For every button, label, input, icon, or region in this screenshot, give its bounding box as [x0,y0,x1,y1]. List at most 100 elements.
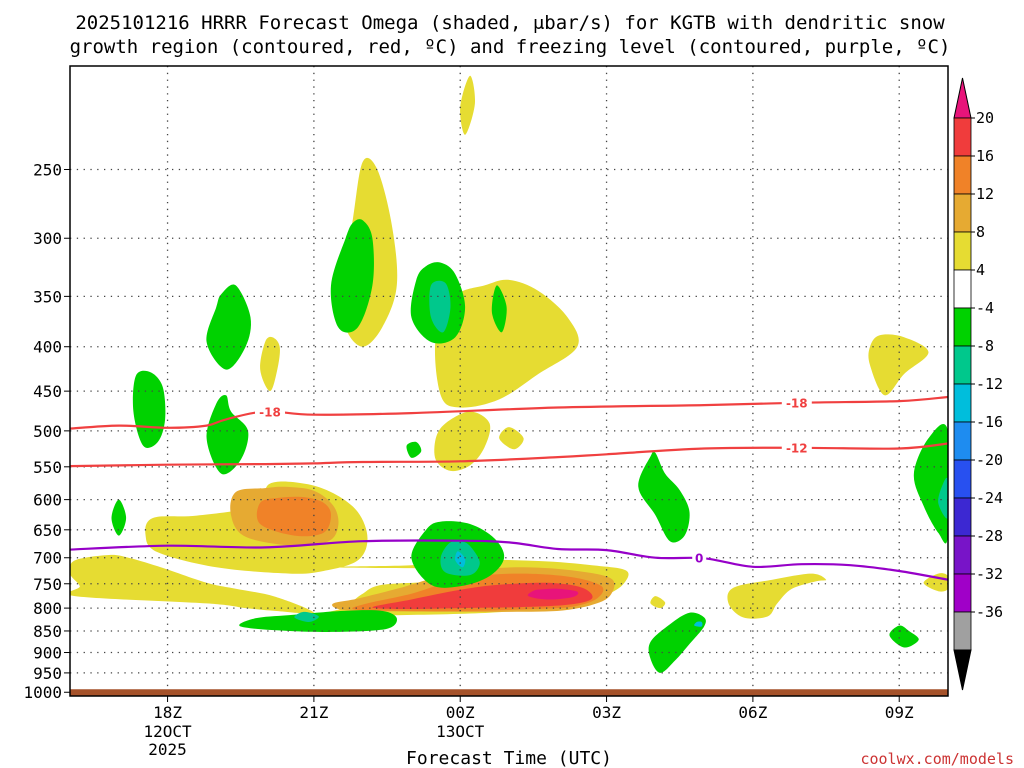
omega-region-c4 [450,365,468,387]
omega-region-cm4 [491,285,507,333]
colorbar-bin [953,383,972,423]
omega-region-cm8 [938,477,948,519]
ground-below-surface [70,689,948,696]
y-tick-label: 500 [33,422,62,441]
y-tick-label: 600 [33,491,62,510]
pressure-axis: 250 300 350 400 450 500 550 600 650 700 750 800 850 9… [23,160,70,702]
contour-label-bg [692,551,707,566]
y-tick-label: 550 [33,458,62,477]
colorbar-bin [953,573,972,613]
omega-region-cm4 [206,394,249,475]
x-tick-label: 03Z [592,703,621,722]
omega-region-cm4 [648,612,706,673]
omega-region-c4 [70,554,314,614]
omega-region-cm12 [694,621,703,627]
y-tick-label: 400 [33,338,62,357]
omega-region-c12 [256,496,331,537]
omega-region-c4 [868,334,929,396]
y-tick-label: 700 [33,549,62,568]
omega-region-cm4 [330,219,374,333]
colorbar-label: -28 [976,527,1003,545]
source-credit: coolwx.com/models [860,750,1014,768]
colorbar-label: 20 [976,109,994,127]
contour-label: -18 [259,405,281,419]
colorbar-bin [953,421,972,461]
x-tick-label: 00Z [446,703,475,722]
colorbar-max-triangle [953,77,972,119]
omega-region-c20 [527,588,579,600]
y-tick-label: 850 [33,622,62,641]
colorbar-label: -16 [976,413,1003,431]
colorbar-label: 8 [976,223,985,241]
colorbar-label: -20 [976,451,1003,469]
omega-region-cm4 [239,610,397,632]
omega-region-c16 [372,582,593,610]
chart-title-line-2: growth region (contoured, red, ºC) and f… [70,36,951,58]
colorbar-label: -32 [976,565,1003,583]
y-tick-label: 300 [33,229,62,248]
x-tick-label: 06Z [738,703,767,722]
omega-region-cm4 [132,370,166,448]
y-tick-label: 1000 [23,683,62,702]
freezing-level-contour [70,539,948,581]
temperature-contours: -18 -18 -12 0 [70,395,948,581]
omega-region-c4 [434,411,491,472]
omega-region-c4 [650,596,666,609]
contour-label: -12 [786,441,808,455]
contour-label-bg [254,404,285,419]
omega-region-cm4 [638,451,690,543]
colorbar-bin [953,497,972,537]
colorbar-label: 16 [976,147,994,165]
colorbar-bin [953,193,972,233]
colorbar-bin [953,535,972,575]
y-tick-label: 350 [33,287,62,306]
chart-title-line-1: 2025101216 HRRR Forecast Omega (shaded, … [75,12,945,34]
omega-region-cm4 [111,499,127,536]
omega-region-cm4 [889,625,919,648]
omega-region-cm8 [294,611,319,623]
colorbar-label: 12 [976,185,994,203]
omega-shading [70,75,948,673]
colorbar-min-triangle [953,649,972,691]
omega-region-c4 [499,427,524,450]
omega-region-cm4 [913,424,948,544]
x-axis-title: Forecast Time (UTC) [406,748,612,768]
colorbar: 20 16 12 8 4 -4 -8 -12 -16 -20 -24 -28 -32 -36 [953,77,1003,691]
contour-label: 0 [695,552,703,566]
omega-region-cm4 [206,284,252,370]
colorbar-label: -4 [976,299,994,317]
x-tick-label: 21Z [299,703,328,722]
y-tick-label: 800 [33,599,62,618]
colorbar-bin [953,459,972,499]
colorbar-bin [953,155,972,195]
omega-region-cm12 [455,551,466,568]
colorbar-bin [953,117,972,157]
dgz-contour [70,395,948,430]
omega-region-cm4 [406,441,422,458]
x-tick-year: 2025 [148,740,187,759]
colorbar-label: 4 [976,261,985,279]
omega-region-c4 [460,75,476,135]
y-tick-label: 250 [33,160,62,179]
x-tick-label: 18Z [153,703,182,722]
colorbar-bin [953,269,972,309]
colorbar-label: -12 [976,375,1003,393]
x-tick-label: 09Z [885,703,914,722]
colorbar-bin [953,611,972,651]
y-tick-label: 900 [33,644,62,663]
omega-region-cm8 [429,280,451,333]
y-tick-label: 750 [33,575,62,594]
x-tick-date: 12OCT [143,722,192,741]
contour-label-bg [781,440,812,455]
colorbar-label: -8 [976,337,994,355]
contour-label: -18 [786,396,808,410]
x-tick-date: 13OCT [436,722,485,741]
colorbar-label: -36 [976,603,1003,621]
y-tick-label: 650 [33,521,62,540]
y-tick-label: 950 [33,664,62,683]
y-tick-label: 450 [33,382,62,401]
colorbar-label: -24 [976,489,1003,507]
colorbar-bin [953,345,972,385]
